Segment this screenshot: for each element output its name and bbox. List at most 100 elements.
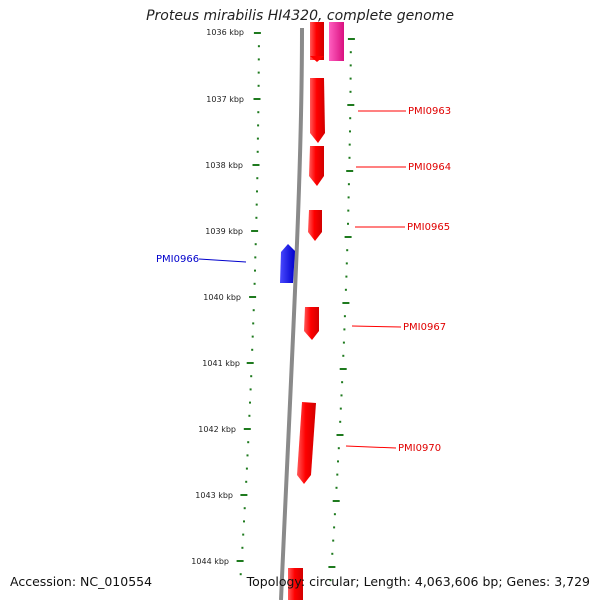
- ruler-tick: [341, 381, 344, 384]
- gene-arrow-pmi0967[interactable]: [304, 307, 319, 340]
- ruler-tick: [255, 203, 258, 206]
- ruler-tick: [253, 98, 261, 100]
- gene-arrow-pmi0963[interactable]: [310, 78, 325, 143]
- ruler-label: 1044 kbp: [191, 557, 229, 566]
- ruler-tick: [253, 32, 261, 34]
- ruler-label: 1036 kbp: [206, 28, 244, 37]
- ruler-tick: [339, 420, 342, 423]
- ruler-tick: [337, 447, 340, 450]
- ruler-tick: [248, 414, 251, 417]
- gene-feature-top[interactable]: [310, 22, 324, 60]
- ruler-tick: [243, 520, 245, 523]
- ruler-tick: [329, 579, 332, 582]
- label-line-pmi0966: [198, 258, 247, 263]
- ruler-tick: [249, 296, 257, 298]
- ruler-tick: [345, 275, 348, 278]
- ruler-tick: [250, 375, 253, 378]
- ruler-tick: [255, 216, 258, 219]
- gene-label-pmi0963[interactable]: PMI0963: [408, 106, 451, 117]
- ruler-label: 1038 kbp: [205, 161, 243, 170]
- gene-feature-top-tip: [310, 56, 324, 62]
- ruler-tick: [349, 51, 352, 54]
- ruler-tick: [349, 130, 351, 133]
- ruler-tick: [347, 104, 355, 106]
- ruler-tick: [249, 388, 252, 391]
- label-line-pmi0970: [345, 445, 397, 449]
- ruler-tick: [349, 90, 352, 93]
- ruler-tick: [257, 58, 260, 61]
- ruler-tick: [245, 480, 248, 483]
- ruler-tick: [333, 513, 336, 516]
- ruler-tick: [333, 526, 336, 529]
- gene-arrow-pmi0966[interactable]: [280, 244, 295, 283]
- ruler-tick: [254, 256, 257, 259]
- ruler-label: 1042 kbp: [198, 425, 236, 434]
- ruler-tick: [249, 401, 251, 404]
- gene-label-pmi0966[interactable]: PMI0966: [156, 254, 199, 265]
- ruler-tick: [239, 573, 242, 576]
- ruler-tick: [347, 38, 355, 40]
- ruler-tick: [243, 507, 246, 510]
- ruler-tick: [342, 341, 345, 344]
- ruler-tick: [345, 262, 348, 265]
- gene-feature-bottom[interactable]: [288, 568, 303, 600]
- ruler-tick: [245, 467, 248, 470]
- pink-feature[interactable]: [329, 22, 344, 61]
- ruler-tick: [251, 348, 254, 351]
- ruler-label: 1039 kbp: [205, 227, 243, 236]
- ruler-tick: [328, 566, 336, 568]
- ruler-tick: [246, 454, 249, 457]
- ruler-tick: [339, 368, 347, 370]
- gene-label-pmi0970[interactable]: PMI0970: [398, 443, 441, 454]
- ruler-tick: [342, 354, 345, 357]
- ruler-tick: [344, 288, 347, 291]
- ruler-label: 1037 kbp: [206, 95, 244, 104]
- ruler-label: 1043 kbp: [195, 491, 233, 500]
- ruler-tick: [349, 64, 352, 67]
- accession-text: Accession: NC_010554: [10, 574, 153, 589]
- gene-label-pmi0964[interactable]: PMI0964: [408, 162, 451, 173]
- ruler-tick: [257, 45, 260, 48]
- ruler-tick: [343, 328, 346, 331]
- genome-backbone: [279, 27, 304, 600]
- ruler-tick: [347, 196, 350, 199]
- ruler-tick: [252, 322, 255, 325]
- ruler-tick: [339, 407, 342, 410]
- ruler-tick: [332, 539, 335, 542]
- gene-arrow-pmi0970[interactable]: [297, 402, 316, 484]
- ruler-tick: [252, 309, 255, 312]
- ruler-tick: [242, 533, 245, 536]
- ruler-tick: [256, 150, 259, 153]
- ruler-tick: [241, 546, 244, 549]
- ruler-left: [236, 32, 261, 576]
- ruler-tick: [331, 552, 334, 555]
- ruler-tick: [347, 209, 350, 212]
- ruler-tick: [348, 143, 351, 146]
- ruler-tick: [257, 84, 260, 87]
- ruler-tick: [344, 236, 352, 238]
- ruler-tick: [336, 434, 344, 436]
- ruler-tick: [246, 362, 254, 364]
- ruler-tick: [343, 315, 346, 318]
- gene-arrow-pmi0965[interactable]: [308, 210, 322, 241]
- gene-label-pmi0967[interactable]: PMI0967: [403, 322, 446, 333]
- ruler-tick: [335, 486, 338, 489]
- ruler-tick: [243, 428, 251, 430]
- ruler-tick: [257, 71, 260, 74]
- ruler-tick: [254, 243, 257, 246]
- gene-label-pmi0965[interactable]: PMI0965: [407, 222, 450, 233]
- ruler-tick: [336, 473, 339, 476]
- ruler-tick: [342, 302, 350, 304]
- ruler-tick: [253, 282, 256, 285]
- ruler-tick: [349, 77, 352, 80]
- ruler-tick: [340, 394, 343, 397]
- ruler-tick: [256, 190, 258, 193]
- ruler-label: 1041 kbp: [202, 359, 240, 368]
- gene-arrow-pmi0964[interactable]: [309, 146, 324, 186]
- ruler-tick: [254, 269, 256, 272]
- ruler-tick: [251, 335, 254, 338]
- ruler-tick: [256, 177, 259, 180]
- ruler-tick: [337, 460, 339, 463]
- ruler-label: 1040 kbp: [203, 293, 241, 302]
